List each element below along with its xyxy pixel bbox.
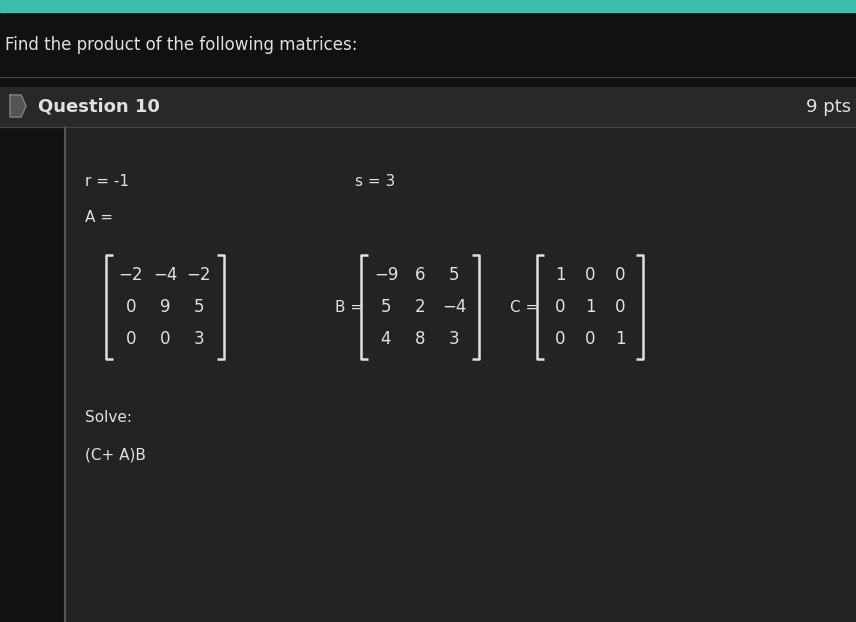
Bar bbox=[65, 127, 856, 622]
Text: B =: B = bbox=[335, 300, 363, 315]
Text: 0: 0 bbox=[585, 330, 595, 348]
Text: Find the product of the following matrices:: Find the product of the following matric… bbox=[5, 35, 358, 53]
Text: 9: 9 bbox=[160, 298, 170, 316]
Text: 2: 2 bbox=[414, 298, 425, 316]
Text: 1: 1 bbox=[555, 266, 565, 284]
Text: 0: 0 bbox=[555, 330, 565, 348]
Text: 5: 5 bbox=[193, 298, 205, 316]
Text: 3: 3 bbox=[193, 330, 205, 348]
Text: r = -1: r = -1 bbox=[85, 175, 129, 190]
Text: 8: 8 bbox=[415, 330, 425, 348]
Text: 0: 0 bbox=[615, 298, 625, 316]
Text: 3: 3 bbox=[449, 330, 460, 348]
Bar bbox=[0, 87, 856, 127]
Bar bbox=[0, 127, 65, 622]
Text: 0: 0 bbox=[615, 266, 625, 284]
Text: 0: 0 bbox=[585, 266, 595, 284]
Text: −2: −2 bbox=[119, 266, 143, 284]
Text: 6: 6 bbox=[415, 266, 425, 284]
Text: Solve:: Solve: bbox=[85, 409, 132, 424]
Text: 0: 0 bbox=[126, 330, 136, 348]
Polygon shape bbox=[10, 95, 26, 117]
Text: 5: 5 bbox=[381, 298, 391, 316]
Bar bbox=[0, 12, 856, 77]
Text: −4: −4 bbox=[442, 298, 467, 316]
Text: 9 pts: 9 pts bbox=[805, 98, 851, 116]
Text: 4: 4 bbox=[381, 330, 391, 348]
Text: 0: 0 bbox=[126, 298, 136, 316]
Text: −4: −4 bbox=[153, 266, 177, 284]
Text: 5: 5 bbox=[449, 266, 460, 284]
Text: (C+ A)B: (C+ A)B bbox=[85, 447, 146, 463]
Text: A =: A = bbox=[85, 210, 113, 225]
Text: 1: 1 bbox=[585, 298, 595, 316]
Text: 0: 0 bbox=[555, 298, 565, 316]
Text: C =: C = bbox=[510, 300, 538, 315]
Text: −2: −2 bbox=[187, 266, 211, 284]
Text: s = 3: s = 3 bbox=[355, 175, 395, 190]
Text: Question 10: Question 10 bbox=[38, 98, 160, 116]
Bar bbox=[0, 0, 856, 12]
Text: 1: 1 bbox=[615, 330, 626, 348]
Text: −9: −9 bbox=[374, 266, 398, 284]
Text: 0: 0 bbox=[160, 330, 170, 348]
